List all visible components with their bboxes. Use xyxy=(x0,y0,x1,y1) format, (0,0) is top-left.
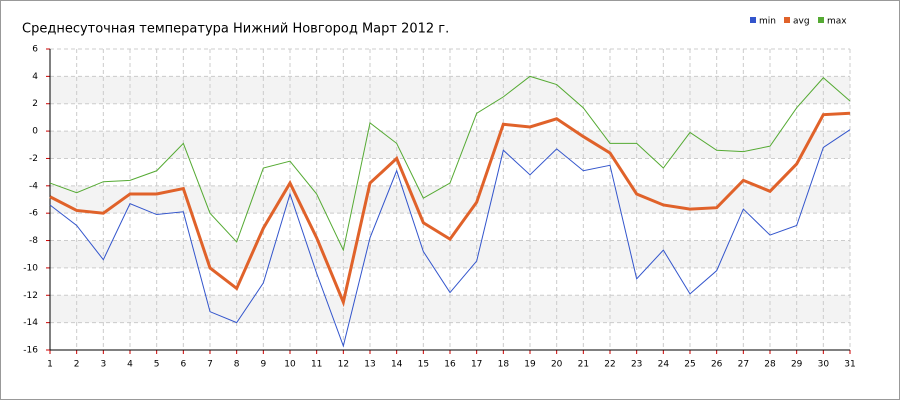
x-tick-label: 1 xyxy=(47,360,53,370)
x-tick-label: 8 xyxy=(234,360,240,370)
legend-label: avg xyxy=(793,17,810,27)
x-tick-label: 28 xyxy=(764,360,776,370)
series-line xyxy=(49,75,851,252)
x-tick-label: 22 xyxy=(604,360,615,370)
x-tick-label: 27 xyxy=(738,360,749,370)
y-tick-label: 6 xyxy=(32,45,38,55)
x-tick-label: 9 xyxy=(260,360,266,370)
legend-swatch xyxy=(818,17,824,23)
x-tick-label: 16 xyxy=(444,360,456,370)
x-tick-label: 17 xyxy=(471,360,482,370)
x-tick-label: 23 xyxy=(631,360,642,370)
x-tick-label: 18 xyxy=(498,360,510,370)
y-tick-label: -16 xyxy=(23,346,38,356)
x-tick-label: 10 xyxy=(284,360,296,370)
x-tick-label: 7 xyxy=(207,360,213,370)
x-tick-label: 5 xyxy=(154,360,160,370)
x-tick-label: 20 xyxy=(551,360,563,370)
series-line xyxy=(49,129,851,348)
x-tick-label: 2 xyxy=(74,360,80,370)
x-tick-label: 24 xyxy=(658,360,670,370)
x-tick-label: 29 xyxy=(791,360,803,370)
x-tick-label: 11 xyxy=(311,360,322,370)
x-tick-label: 13 xyxy=(364,360,375,370)
chart-title: Среднесуточная температура Нижний Новгор… xyxy=(22,22,449,37)
y-tick-label: -6 xyxy=(29,209,38,219)
x-tick-label: 31 xyxy=(844,360,855,370)
y-tick-label: -2 xyxy=(29,154,38,164)
x-tick-label: 12 xyxy=(338,360,349,370)
x-tick-label: 26 xyxy=(711,360,723,370)
legend-label: max xyxy=(827,17,847,27)
y-tick-label: 4 xyxy=(32,72,38,82)
x-tick-label: 6 xyxy=(180,360,186,370)
x-tick-label: 4 xyxy=(127,360,133,370)
x-tick-label: 14 xyxy=(391,360,403,370)
y-tick-label: -4 xyxy=(29,181,38,191)
x-tick-label: 25 xyxy=(684,360,695,370)
x-tick-label: 21 xyxy=(578,360,589,370)
legend-swatch xyxy=(750,17,756,23)
y-tick-label: -8 xyxy=(29,236,38,246)
x-tick-label: 3 xyxy=(100,360,106,370)
x-tick-label: 15 xyxy=(418,360,429,370)
legend-swatch xyxy=(784,17,790,23)
series-line xyxy=(49,111,851,308)
legend-label: min xyxy=(759,17,776,27)
x-tick-label: 19 xyxy=(524,360,536,370)
y-tick-label: -10 xyxy=(23,263,38,273)
y-tick-label: -14 xyxy=(23,318,38,328)
y-tick-label: -12 xyxy=(23,291,38,301)
x-tick-label: 30 xyxy=(818,360,830,370)
y-tick-label: 2 xyxy=(32,99,38,109)
y-tick-label: 0 xyxy=(32,127,38,137)
